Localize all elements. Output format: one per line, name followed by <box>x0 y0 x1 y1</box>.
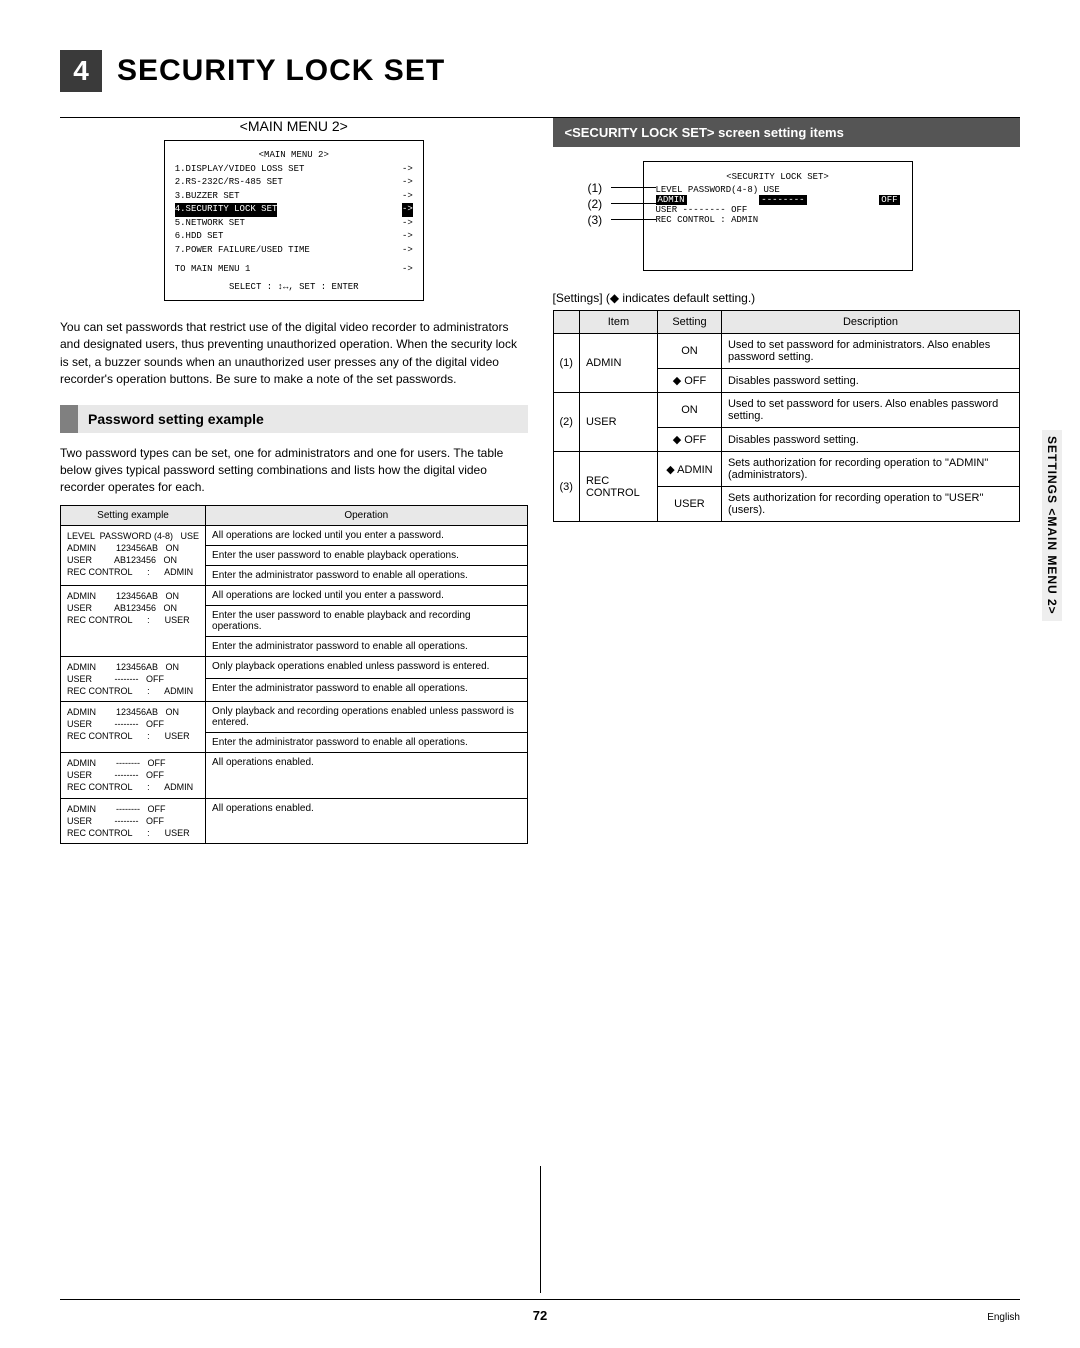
menu-to-main: TO MAIN MENU 1-> <box>175 263 413 277</box>
screen-title: <SECURITY LOCK SET> <box>656 172 900 182</box>
screen-rec-row: REC CONTROL : ADMIN <box>656 215 900 225</box>
col-header <box>553 311 579 334</box>
callout-line <box>611 203 656 204</box>
section-accent <box>60 405 78 433</box>
security-lock-screen: (1) (2) (3) <SECURITY LOCK SET> LEVEL PA… <box>643 161 913 271</box>
col-header: Operation <box>206 505 527 525</box>
footer-rule <box>60 1299 1020 1300</box>
chapter-number: 4 <box>60 50 102 92</box>
table-row: (3) REC CONTROL ◆ ADMIN Sets authorizati… <box>553 452 1020 487</box>
col-header: Setting <box>657 311 721 334</box>
column-divider <box>540 1166 541 1293</box>
menu-footer: SELECT : ↕↔, SET : ENTER <box>175 281 413 295</box>
section-text: Two password types can be set, one for a… <box>60 445 528 497</box>
menu-caption: <MAIN MENU 2> <box>60 118 528 134</box>
col-header: Setting example <box>61 505 206 525</box>
chapter-title: SECURITY LOCK SET <box>117 54 445 88</box>
menu-item: 5.NETWORK SET-> <box>175 217 413 231</box>
intro-text: You can set passwords that restrict use … <box>60 319 528 389</box>
menu-item: 1.DISPLAY/VIDEO LOSS SET-> <box>175 163 413 177</box>
settings-table: Item Setting Description (1) ADMIN ON Us… <box>553 310 1021 522</box>
screen-user-row: USER -------- OFF <box>656 205 900 215</box>
right-column: <SECURITY LOCK SET> screen setting items… <box>553 118 1021 844</box>
section-heading: Password setting example <box>60 405 528 433</box>
callout-labels: (1) (2) (3) <box>588 180 603 229</box>
callout-1: (1) <box>588 180 603 196</box>
table-row: ADMIN -------- OFF USER -------- OFF REC… <box>61 753 528 798</box>
table-header-row: Setting example Operation <box>61 505 528 525</box>
side-tab: SETTINGS <MAIN MENU 2> <box>1042 430 1062 621</box>
table-row: ADMIN 123456AB ON USER -------- OFF REC … <box>61 656 528 679</box>
menu-item: 6.HDD SET-> <box>175 230 413 244</box>
table-row: LEVEL PASSWORD (4-8) USE ADMIN 123456AB … <box>61 525 528 545</box>
menu-inner-title: <MAIN MENU 2> <box>175 149 413 163</box>
callout-line <box>611 187 656 188</box>
table-row: ADMIN -------- OFF USER -------- OFF REC… <box>61 798 528 843</box>
callout-line <box>611 219 656 220</box>
col-header: Item <box>579 311 657 334</box>
callout-2: (2) <box>588 196 603 212</box>
page-header: 4 SECURITY LOCK SET <box>60 50 1020 92</box>
callout-3: (3) <box>588 212 603 228</box>
menu-item: 2.RS-232C/RS-485 SET-> <box>175 176 413 190</box>
language-label: English <box>987 1312 1020 1323</box>
table-row: (1) ADMIN ON Used to set password for ad… <box>553 334 1020 369</box>
settings-caption: [Settings] (◆ indicates default setting.… <box>553 291 1021 305</box>
screen-admin-row: ADMIN -------- OFF <box>656 195 900 205</box>
section-label: Password setting example <box>78 405 528 433</box>
table-row: (2) USER ON Used to set password for use… <box>553 393 1020 428</box>
table-header-row: Item Setting Description <box>553 311 1020 334</box>
right-section-header: <SECURITY LOCK SET> screen setting items <box>553 118 1021 147</box>
screen-header-row: LEVEL PASSWORD(4-8) USE <box>656 185 900 195</box>
menu-item-selected: 4.SECURITY LOCK SET-> <box>175 203 413 217</box>
table-row: ADMIN 123456AB ON USER -------- OFF REC … <box>61 702 528 733</box>
col-header: Description <box>721 311 1019 334</box>
page-number: 72 <box>0 1308 1080 1323</box>
left-column: <MAIN MENU 2> <MAIN MENU 2> 1.DISPLAY/VI… <box>60 118 528 844</box>
main-menu-box: <MAIN MENU 2> 1.DISPLAY/VIDEO LOSS SET->… <box>164 140 424 301</box>
menu-item: 7.POWER FAILURE/USED TIME-> <box>175 244 413 258</box>
example-table: Setting example Operation LEVEL PASSWORD… <box>60 505 528 844</box>
menu-item: 3.BUZZER SET-> <box>175 190 413 204</box>
table-row: ADMIN 123456AB ON USER AB123456 ON REC C… <box>61 585 528 605</box>
